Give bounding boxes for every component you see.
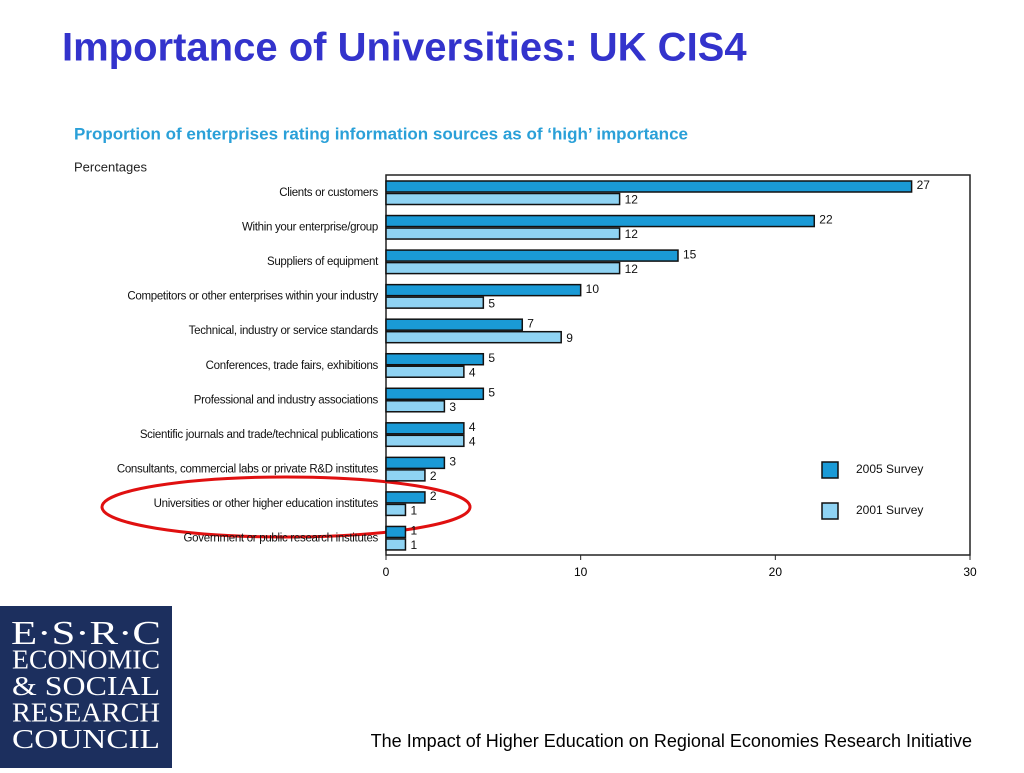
chart-title: Proportion of enterprises rating informa… xyxy=(74,124,688,143)
bar xyxy=(385,469,426,482)
category-label: Government or public research institutes xyxy=(184,532,379,544)
bar xyxy=(385,434,465,448)
value-label: 2 xyxy=(430,489,437,503)
legend-swatch xyxy=(821,461,839,479)
value-label: 3 xyxy=(449,455,456,469)
bar xyxy=(385,352,485,366)
bar xyxy=(385,283,582,297)
bar xyxy=(385,456,446,470)
bar xyxy=(385,214,816,228)
category-label: Universities or other higher education i… xyxy=(154,498,379,510)
value-label: 4 xyxy=(469,420,476,434)
value-label: 5 xyxy=(488,296,495,310)
bar xyxy=(385,525,407,539)
value-label: 1 xyxy=(410,504,417,518)
category-label: Scientific journals and trade/technical … xyxy=(140,429,379,441)
category-label: Consultants, commercial labs or private … xyxy=(117,463,379,475)
x-tick-label: 30 xyxy=(963,565,977,579)
category-label: Competitors or other enterprises within … xyxy=(127,291,378,303)
bar xyxy=(385,249,679,262)
value-label: 10 xyxy=(586,282,600,296)
bar xyxy=(385,296,485,309)
bar xyxy=(385,318,524,331)
logo-box xyxy=(0,606,172,768)
logo-line: COUNCIL xyxy=(12,724,160,754)
bar xyxy=(385,491,426,504)
logo-line: E·S·R·C xyxy=(11,615,161,652)
axis-label: Percentages xyxy=(74,159,147,174)
value-label: 4 xyxy=(469,434,476,448)
value-label: 9 xyxy=(566,331,573,345)
value-label: 7 xyxy=(527,316,534,330)
highlight-ellipse xyxy=(100,475,472,539)
value-label: 4 xyxy=(469,365,476,379)
bar xyxy=(385,503,407,517)
value-label: 12 xyxy=(625,193,639,207)
logo-line: & SOCIAL xyxy=(12,671,160,701)
value-label: 5 xyxy=(488,351,495,365)
value-label: 15 xyxy=(683,247,697,261)
bar xyxy=(385,538,407,551)
footer: The Impact of Higher Education on Region… xyxy=(371,731,972,751)
value-label: 3 xyxy=(449,400,456,414)
category-label: Technical, industry or service standards xyxy=(189,325,379,337)
legend-label: 2001 Survey xyxy=(856,503,923,517)
logo-line: ECONOMIC xyxy=(12,645,160,675)
value-label: 27 xyxy=(917,178,931,192)
x-tick-label: 20 xyxy=(769,565,783,579)
category-label: Conferences, trade fairs, exhibitions xyxy=(206,360,379,372)
slide-title: Importance of Universities: UK CIS4 xyxy=(62,26,747,70)
bar xyxy=(385,261,621,275)
legend-swatch xyxy=(821,502,839,520)
value-label: 1 xyxy=(410,538,417,552)
category-label: Within your enterprise/group xyxy=(242,222,378,234)
logo-line: RESEARCH xyxy=(12,698,160,728)
x-tick-label: 0 xyxy=(383,565,390,579)
category-label: Professional and industry associations xyxy=(194,394,379,406)
bar xyxy=(385,387,485,401)
value-label: 2 xyxy=(430,469,437,483)
x-tick-label: 10 xyxy=(574,565,588,579)
value-label: 1 xyxy=(410,524,417,538)
bar xyxy=(385,227,621,240)
bar xyxy=(385,400,446,413)
category-label: Clients or customers xyxy=(279,187,378,199)
bar xyxy=(385,330,562,344)
value-label: 12 xyxy=(625,227,639,241)
bar xyxy=(385,365,465,378)
value-label: 12 xyxy=(625,262,639,276)
value-label: 5 xyxy=(488,385,495,399)
value-label: 22 xyxy=(819,213,833,227)
bar xyxy=(385,192,621,206)
category-label: Suppliers of equipment xyxy=(267,256,379,268)
legend-label: 2005 Survey xyxy=(856,462,923,476)
bar xyxy=(385,422,465,435)
bar xyxy=(385,180,913,193)
